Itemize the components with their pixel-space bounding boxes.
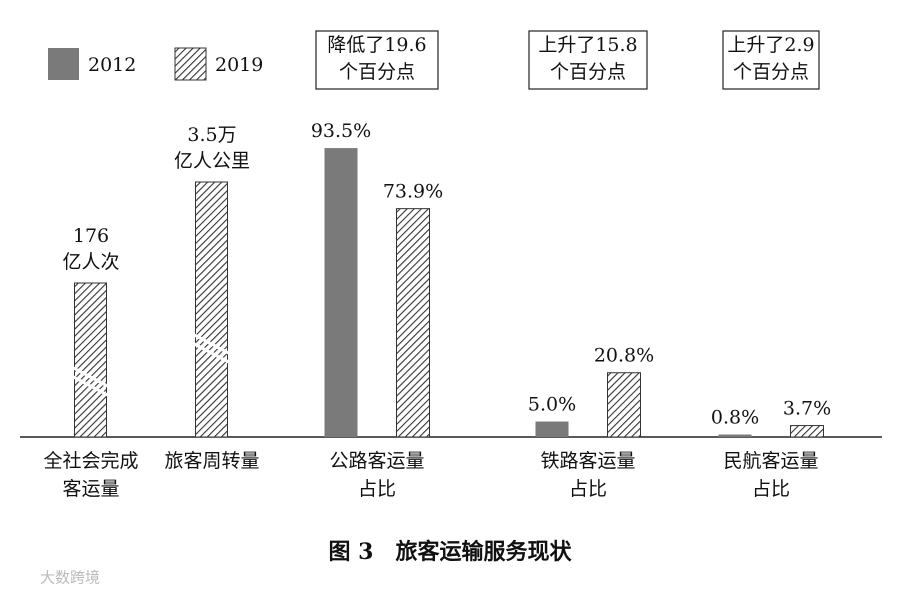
bar-break	[72, 366, 109, 388]
x-tick-label: 占比	[569, 478, 607, 500]
value-label: 176	[73, 225, 109, 247]
bar-break	[72, 375, 109, 397]
value-label: 93.5%	[311, 120, 371, 142]
bar	[535, 421, 569, 437]
broken-bar	[195, 181, 228, 438]
value-label: 3.7%	[783, 398, 831, 420]
annotation-text: 降低了19.6	[327, 34, 426, 56]
value-label: 5.0%	[528, 394, 576, 416]
legend-label: 2019	[215, 54, 263, 76]
bar-break	[193, 342, 230, 364]
annotation-text: 个百分点	[339, 61, 415, 83]
legend-label: 2012	[88, 54, 136, 76]
bar	[324, 148, 358, 437]
value-label: 亿人次	[62, 251, 119, 273]
legend-swatch	[48, 48, 79, 80]
bar	[607, 372, 641, 438]
x-tick-label: 旅客周转量	[164, 450, 259, 472]
x-tick-label: 铁路客运量	[540, 450, 635, 472]
value-label: 3.5万	[187, 124, 236, 146]
x-tick-label: 占比	[358, 478, 396, 500]
annotation-box	[315, 30, 439, 90]
x-tick-label: 全社会完成	[43, 450, 138, 472]
legend-swatch	[174, 47, 207, 81]
caption: 图 3 旅客运输服务现状	[329, 539, 573, 565]
annotation-box	[528, 30, 648, 90]
x-tick-label: 客运量	[62, 478, 119, 500]
value-label: 亿人公里	[174, 150, 250, 172]
x-tick-label: 占比	[752, 478, 790, 500]
bar	[396, 208, 430, 438]
value-label: 20.8%	[594, 345, 654, 367]
annotation-text: 上升了2.9	[727, 34, 814, 56]
bar	[718, 434, 752, 437]
bar	[790, 425, 824, 438]
annotation-box	[722, 30, 820, 90]
annotation-text: 个百分点	[550, 61, 626, 83]
annotation-text: 个百分点	[733, 61, 809, 83]
annotation-text: 上升了15.8	[538, 34, 637, 56]
value-label: 0.8%	[711, 407, 759, 429]
bar-break	[193, 333, 230, 355]
x-tick-label: 公路客运量	[329, 450, 424, 472]
x-tick-label: 民航客运量	[723, 450, 818, 472]
value-label: 73.9%	[383, 181, 443, 203]
watermark: 大数跨境	[40, 569, 100, 587]
broken-bar	[74, 282, 107, 438]
